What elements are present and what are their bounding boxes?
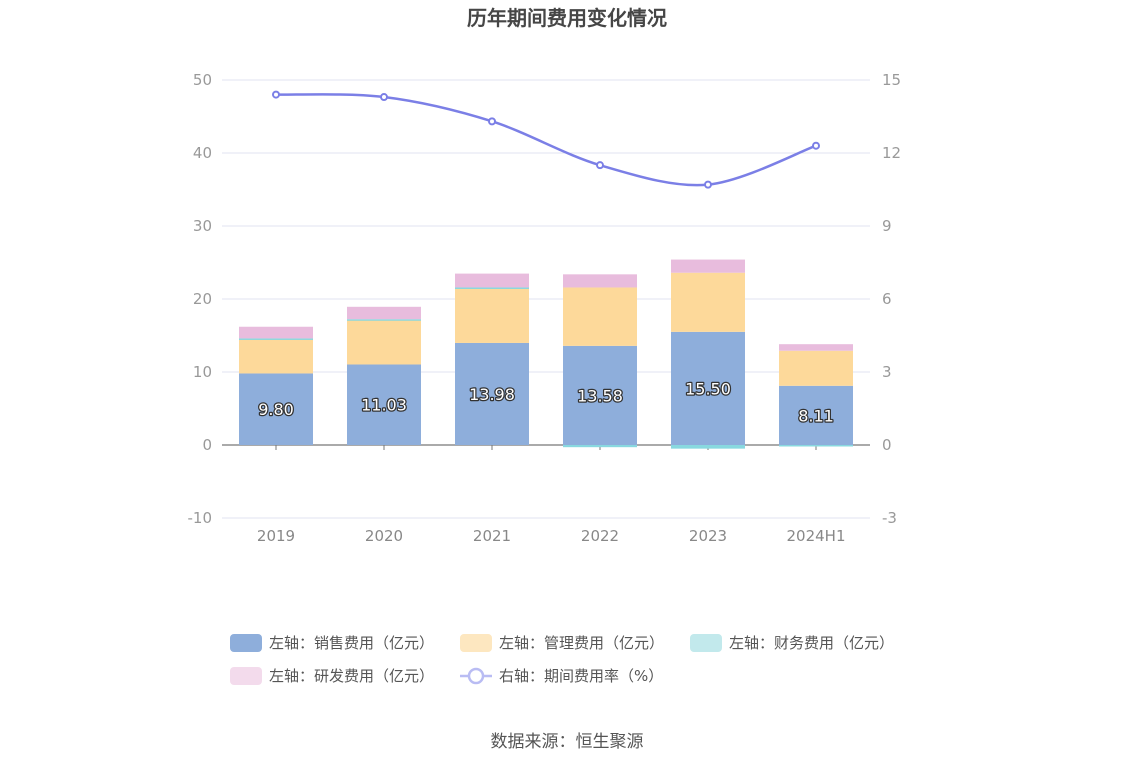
bar-segment <box>671 445 745 449</box>
category-label: 2021 <box>473 527 511 545</box>
bar-segment <box>671 259 745 273</box>
category-label: 2019 <box>257 527 295 545</box>
legend-label: 右轴：期间费用率（%） <box>499 667 663 685</box>
legend-marker <box>467 667 485 685</box>
bar-value-label: 11.03 <box>361 396 407 415</box>
legend-swatch <box>690 634 722 652</box>
right-tick-label: 9 <box>882 217 892 235</box>
bar-segment <box>563 345 637 445</box>
rate-point <box>812 141 820 150</box>
left-tick-label: 20 <box>193 290 212 308</box>
bar-segment <box>779 385 853 445</box>
right-tick-label: 15 <box>882 71 901 89</box>
category-label: 2020 <box>365 527 403 545</box>
legend-swatch <box>230 634 262 652</box>
chart-title: 历年期间费用变化情况 <box>467 6 667 30</box>
bar-segment <box>347 364 421 445</box>
bar-segment <box>239 373 313 445</box>
bar-value-label: 8.11 <box>798 406 834 425</box>
bar-segment <box>239 326 313 339</box>
legend-item[interactable]: 左轴：研发费用（亿元） <box>230 667 434 685</box>
bar-segment <box>455 287 529 289</box>
bar-segment <box>239 338 313 340</box>
legend-item[interactable]: 左轴：销售费用（亿元） <box>230 634 434 652</box>
rate-line-path <box>275 93 817 187</box>
left-tick-label: -10 <box>188 509 213 527</box>
legend: 左轴：销售费用（亿元） 左轴：管理费用（亿元） 左轴：财务费用（亿元） 左轴：研发费用… <box>230 634 894 685</box>
bar-value-label: 13.98 <box>469 385 515 404</box>
legend-label: 左轴：销售费用（亿元） <box>269 634 434 652</box>
category-label: 2024H1 <box>787 527 846 545</box>
left-tick-label: 0 <box>202 436 212 454</box>
category-label: 2023 <box>689 527 727 545</box>
bar-segment <box>455 273 529 288</box>
legend-item[interactable]: 左轴：财务费用（亿元） <box>690 634 894 652</box>
source-note: 数据来源：恒生聚源 <box>491 732 644 752</box>
legend-label: 左轴：研发费用（亿元） <box>269 667 434 685</box>
right-tick-label: 12 <box>882 144 901 162</box>
bar-segment <box>671 331 745 445</box>
bar-labels: 9.80 11.03 13.98 13.58 15.50 8.11 <box>257 378 835 426</box>
right-tick-label: -3 <box>882 509 897 527</box>
axes: -10 0 10 20 30 40 50 -3 0 3 6 9 12 15 2019 2020 2021 2022… <box>188 71 902 545</box>
bar-segment <box>347 306 421 320</box>
legend-swatch <box>230 667 262 685</box>
bar-segment <box>563 445 637 448</box>
legend-label: 左轴：财务费用（亿元） <box>729 634 894 652</box>
bar-segment <box>347 319 421 321</box>
bar-segment <box>239 339 313 374</box>
rate-point <box>380 93 388 102</box>
bar-segment <box>455 342 529 445</box>
rate-point <box>488 117 496 126</box>
bar-value-label: 9.80 <box>258 400 294 419</box>
bar-segment <box>779 445 853 447</box>
left-tick-label: 30 <box>193 217 212 235</box>
left-tick-label: 10 <box>193 363 212 381</box>
bar-segment <box>779 344 853 351</box>
legend-item[interactable]: 右轴：期间费用率（%） <box>460 667 663 685</box>
rate-point <box>596 161 604 170</box>
rate-line <box>272 90 820 189</box>
left-tick-label: 40 <box>193 144 212 162</box>
legend-label: 左轴：管理费用（亿元） <box>499 634 664 652</box>
right-tick-label: 6 <box>882 290 892 308</box>
bar-segment <box>563 287 637 346</box>
category-label: 2022 <box>581 527 619 545</box>
left-tick-label: 50 <box>193 71 212 89</box>
legend-item[interactable]: 左轴：管理费用（亿元） <box>460 634 664 652</box>
rate-point <box>704 180 712 189</box>
bar-segment <box>671 272 745 332</box>
right-tick-label: 3 <box>882 363 892 381</box>
bars <box>239 259 853 449</box>
bar-segment <box>347 319 421 365</box>
right-tick-label: 0 <box>882 436 892 454</box>
bar-segment <box>563 274 637 288</box>
bar-segment <box>779 350 853 386</box>
rate-point <box>272 90 280 99</box>
bar-value-label: 13.58 <box>577 386 623 405</box>
bar-value-label: 15.50 <box>685 379 731 398</box>
grid-lines <box>222 79 870 519</box>
legend-swatch <box>460 634 492 652</box>
bar-segment <box>455 288 529 343</box>
